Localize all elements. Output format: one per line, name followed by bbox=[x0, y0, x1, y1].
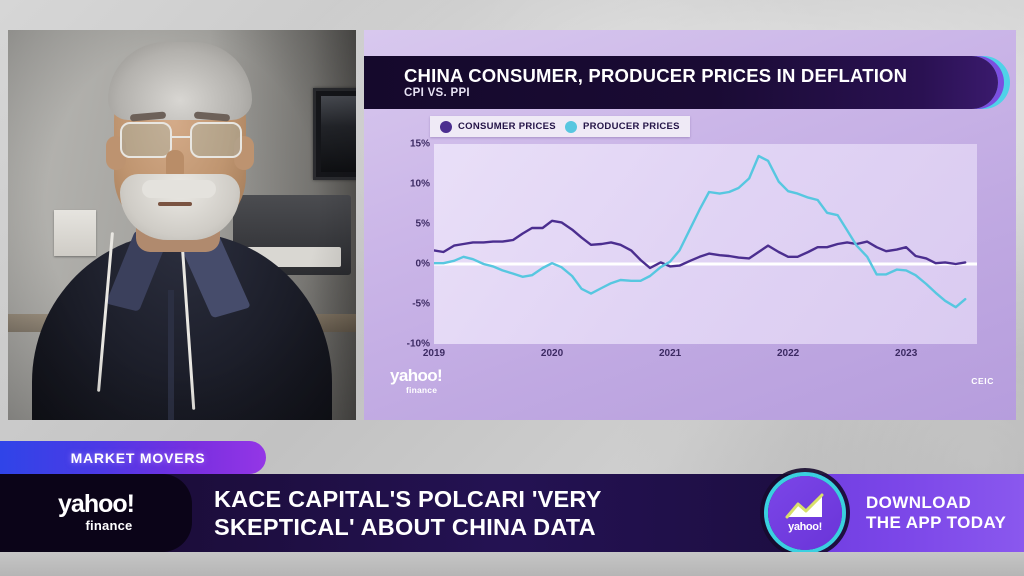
segment-tag-label: MARKET MOVERS bbox=[70, 449, 206, 466]
y-axis-tick: -5% bbox=[412, 298, 430, 310]
y-axis-tick: 5% bbox=[415, 218, 430, 230]
y-axis: 15% 10% 5% 0% -5% -10% bbox=[390, 139, 430, 350]
moustache bbox=[142, 180, 216, 198]
legend-label-producer: PRODUCER PRICES bbox=[582, 121, 680, 132]
framed-picture bbox=[313, 88, 356, 180]
chart-subtitle: CPI VS. PPI bbox=[404, 87, 470, 100]
segment-tag-market-movers: MARKET MOVERS bbox=[0, 441, 266, 474]
yahoo-finance-badge: yahoo! finance bbox=[0, 474, 192, 552]
lens-right bbox=[190, 122, 242, 158]
x-axis-tick: 2021 bbox=[658, 348, 682, 359]
y-axis-tick: -10% bbox=[406, 338, 430, 350]
x-axis-tick: 2020 bbox=[540, 348, 564, 359]
chart-graphic-panel: CHINA CONSUMER, PRODUCER PRICES IN DEFLA… bbox=[364, 30, 1016, 420]
x-axis: 2019 2020 2021 2022 2023 bbox=[423, 348, 977, 364]
plot-area bbox=[434, 144, 977, 344]
headline-line-2: SKEPTICAL' ABOUT CHINA DATA bbox=[214, 514, 596, 540]
lens-left bbox=[120, 122, 172, 158]
promo-line-2: THE APP TODAY bbox=[866, 513, 1007, 532]
legend-item-consumer-prices: CONSUMER PRICES bbox=[440, 120, 556, 133]
ear-right bbox=[234, 136, 254, 170]
plot-wrapper: 15% 10% 5% 0% -5% -10% 2019 2020 2021 2022 2023 y… bbox=[364, 139, 1016, 396]
guest-speaker bbox=[8, 30, 356, 420]
chart-legend: CONSUMER PRICES PRODUCER PRICES bbox=[430, 116, 690, 137]
headline-line-1: KACE CAPITAL'S POLCARI 'VERY bbox=[214, 486, 602, 513]
x-axis-tick: 2022 bbox=[777, 348, 800, 359]
chart-yahoo-finance-label: finance bbox=[406, 385, 438, 396]
chart-yahoo-wordmark: yahoo! bbox=[390, 366, 443, 385]
video-feed-panel bbox=[8, 30, 356, 420]
y-axis-tick: 10% bbox=[409, 178, 430, 190]
line-chart-svg bbox=[434, 144, 977, 344]
nose bbox=[166, 150, 184, 180]
legend-swatch-consumer-icon bbox=[440, 120, 452, 133]
mouth bbox=[158, 202, 192, 206]
glasses-bridge bbox=[172, 136, 190, 138]
legend-label-consumer: CONSUMER PRICES bbox=[458, 121, 556, 132]
chart-title: CHINA CONSUMER, PRODUCER PRICES IN DEFLA… bbox=[404, 64, 908, 86]
chart-source-label: CEIC bbox=[971, 376, 994, 386]
headline: KACE CAPITAL'S POLCARI 'VERY SKEPTICAL' … bbox=[214, 482, 754, 546]
eyeglasses bbox=[120, 122, 242, 158]
legend-item-producer-prices: PRODUCER PRICES bbox=[564, 120, 680, 133]
x-axis-tick: 2023 bbox=[895, 348, 918, 359]
chart-title-bar: CHINA CONSUMER, PRODUCER PRICES IN DEFLA… bbox=[364, 56, 998, 109]
stacked-papers bbox=[54, 210, 96, 256]
bottom-strip bbox=[0, 552, 1024, 576]
series-line-consumer-prices bbox=[434, 221, 965, 268]
shirt-placket bbox=[168, 290, 174, 420]
app-icon-wordmark: yahoo! bbox=[788, 521, 822, 533]
yahoo-wordmark: yahoo! bbox=[58, 489, 135, 518]
legend-swatch-producer-icon bbox=[564, 120, 577, 133]
chart-yahoo-logo: yahoo! finance bbox=[390, 366, 443, 396]
promo-line-1: DOWNLOAD bbox=[866, 492, 972, 512]
yahoo-finance-label: finance bbox=[85, 518, 133, 534]
y-axis-tick: 15% bbox=[409, 138, 430, 150]
chart-spark-icon bbox=[785, 493, 824, 519]
x-axis-tick: 2019 bbox=[422, 348, 446, 359]
series-line-producer-prices bbox=[434, 156, 965, 307]
hair bbox=[108, 42, 252, 120]
yahoo-app-icon[interactable]: yahoo! bbox=[768, 476, 842, 550]
y-axis-tick: 0% bbox=[415, 258, 430, 270]
